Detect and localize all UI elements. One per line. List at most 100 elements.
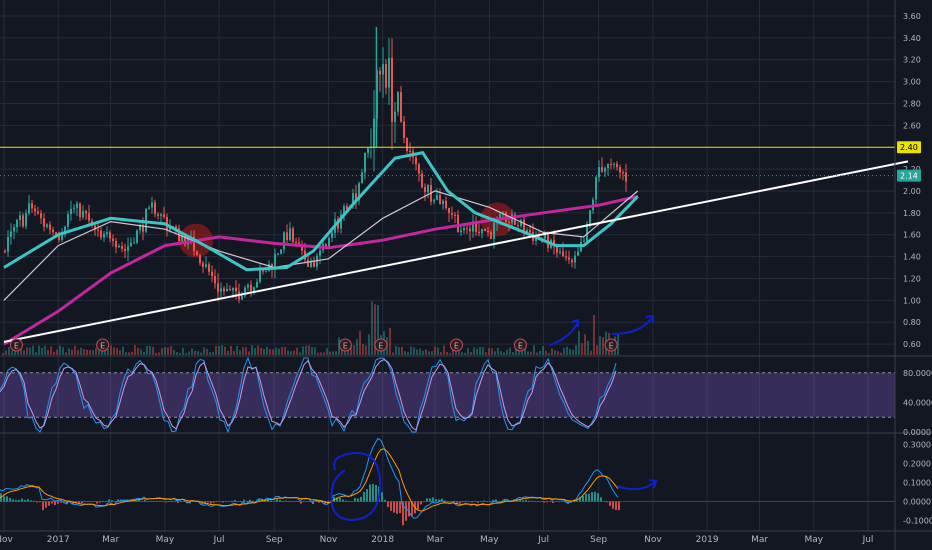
macd-histogram-bar [345, 500, 347, 502]
macd-histogram-bar [243, 499, 245, 502]
macd-histogram-bar [549, 501, 551, 502]
earnings-marker[interactable] [374, 338, 388, 352]
candle [286, 232, 288, 241]
macd-histogram-bar [609, 501, 611, 506]
price-tick-label: 3.40 [903, 34, 921, 43]
macd-histogram-bar [576, 500, 578, 502]
macd-histogram-bar [468, 501, 470, 502]
candle [298, 242, 300, 245]
candle [460, 230, 462, 233]
candle [409, 150, 411, 152]
volume-bar [98, 345, 100, 355]
earnings-marker[interactable] [513, 338, 527, 352]
volume-bar [311, 346, 313, 355]
candle [7, 236, 9, 252]
annotation-arrow [616, 481, 656, 491]
volume-bar [356, 339, 358, 355]
candle [265, 271, 267, 273]
macd-histogram-bar [303, 501, 305, 502]
volume-bar [203, 347, 205, 355]
earnings-marker[interactable] [338, 338, 352, 352]
volume-bar [218, 345, 220, 355]
candle [46, 224, 48, 227]
candle [220, 288, 222, 292]
price-label-box [897, 141, 921, 154]
macd-histogram-bar [273, 501, 275, 502]
macd-histogram-bar [117, 499, 119, 502]
candle [160, 214, 162, 216]
candle [283, 232, 285, 250]
candle [484, 228, 486, 231]
volume-bar [470, 351, 472, 355]
ma-medium-line [3, 190, 639, 301]
volume-bar [317, 352, 319, 355]
macd-histogram-bar [240, 501, 242, 503]
volume-bar [5, 350, 7, 355]
macd-histogram-bar [480, 501, 482, 502]
volume-bar [365, 345, 367, 355]
candle [358, 183, 360, 201]
volume-bar [389, 327, 391, 355]
earnings-marker[interactable] [449, 338, 463, 352]
macd-histogram-bar [384, 499, 386, 502]
candle [229, 288, 231, 291]
earnings-marker[interactable] [604, 338, 618, 352]
volume-bar [482, 347, 484, 355]
macd-histogram-bar [18, 500, 20, 502]
earnings-marker[interactable] [96, 338, 110, 352]
candle [241, 295, 243, 300]
candle [109, 232, 111, 239]
volume-bar [590, 350, 592, 355]
oscillator-panel[interactable] [0, 356, 895, 434]
candle [208, 264, 210, 272]
earnings-label: E [609, 342, 614, 351]
ma-slow-line [3, 194, 639, 346]
volume-bar [212, 351, 214, 355]
candle [157, 214, 159, 216]
candle [601, 167, 603, 172]
macd-panel[interactable] [0, 437, 895, 526]
volume-bar [467, 348, 469, 355]
volume-bar [545, 350, 547, 355]
candle [313, 260, 315, 267]
candle [217, 283, 219, 292]
macd-histogram-bar [171, 501, 173, 503]
x-tick-label: Mar [751, 535, 768, 545]
candle [553, 239, 555, 247]
candle [4, 251, 6, 253]
candle [277, 253, 279, 255]
macd-histogram-bar [306, 501, 308, 502]
volume-bar [131, 351, 133, 355]
macd-histogram-bar [597, 493, 599, 502]
earnings-marker[interactable] [9, 338, 23, 352]
candle [517, 225, 519, 227]
volume-bar [134, 345, 136, 355]
volume-bar [323, 352, 325, 355]
candle [301, 244, 303, 251]
macd-histogram-bar [495, 499, 497, 502]
volume-bar [407, 352, 409, 355]
volume-bar [68, 348, 70, 355]
candle [79, 203, 81, 218]
volume-bar [524, 345, 526, 355]
volume-bar [65, 352, 67, 355]
macd-histogram-bar [252, 500, 254, 502]
macd-histogram-bar [81, 501, 83, 504]
macd-histogram-bar [402, 501, 404, 526]
volume-bar [77, 350, 79, 355]
candle [418, 164, 420, 174]
volume-bar [584, 334, 586, 355]
annotation-arrow [611, 317, 653, 335]
annotation-arrow [549, 321, 579, 346]
candle [244, 287, 246, 296]
volume-bar [515, 348, 517, 355]
candle [493, 222, 495, 239]
macd-histogram-bar [357, 498, 359, 502]
macd-histogram-bar [369, 484, 371, 502]
candle [127, 246, 129, 251]
macd-histogram-bar [270, 500, 272, 502]
macd-histogram-bar [435, 499, 437, 502]
candle [616, 163, 618, 168]
